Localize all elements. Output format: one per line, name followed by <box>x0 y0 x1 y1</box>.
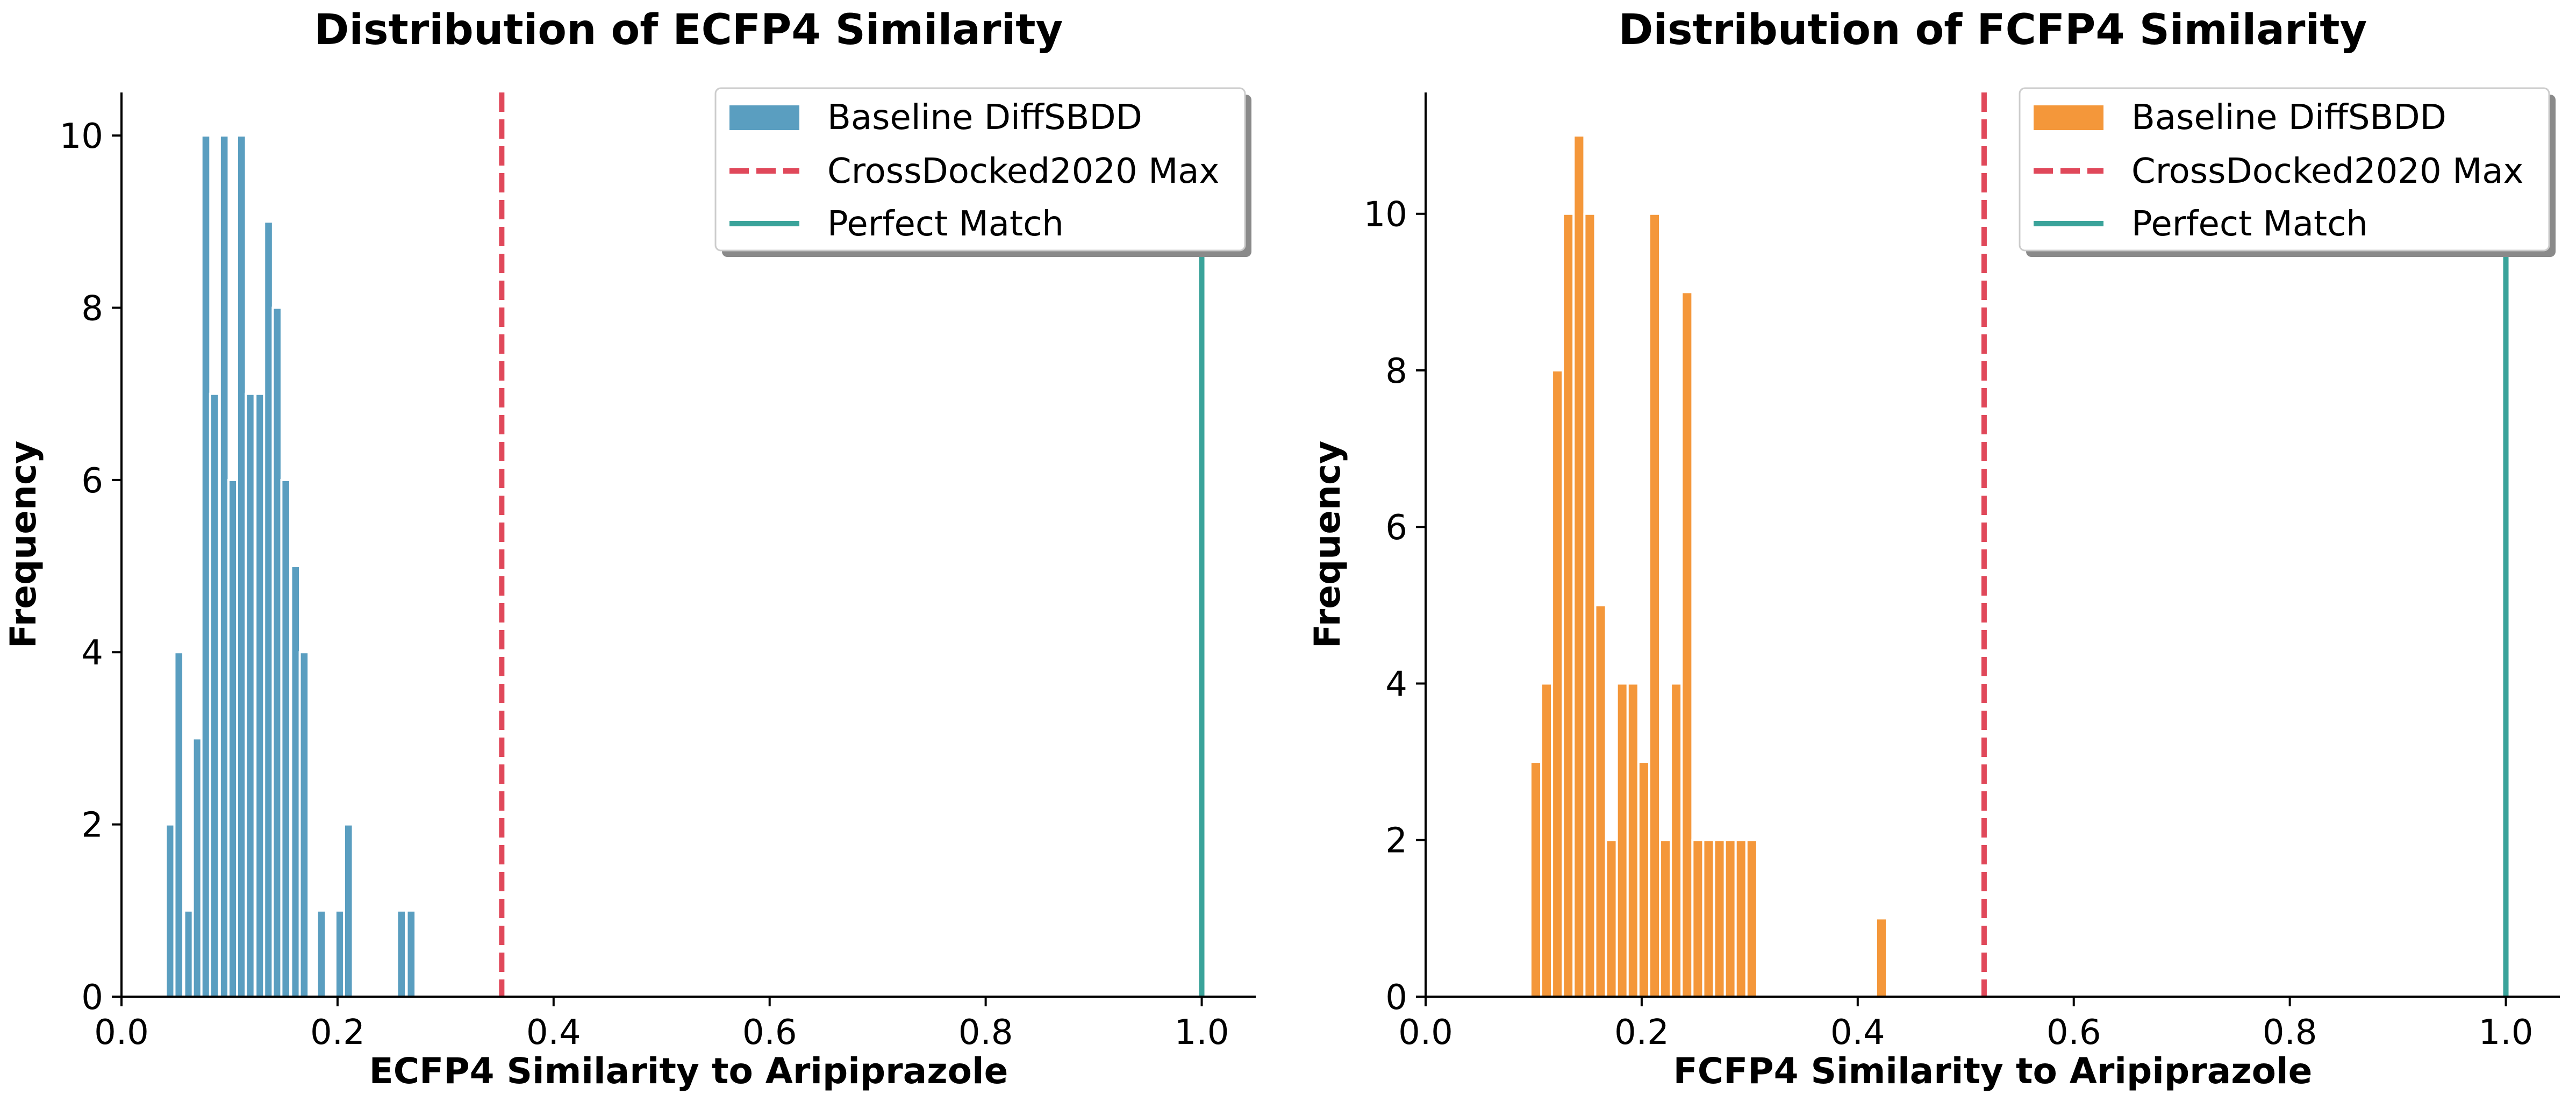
x-tick-label: 0.2 <box>1614 1013 1669 1053</box>
x-axis-label: ECFP4 Similarity to Aripiprazole <box>369 1050 1008 1092</box>
y-tick-label: 10 <box>1364 195 1407 235</box>
legend-label: Perfect Match <box>2131 204 2368 244</box>
histogram-bar <box>1615 682 1629 998</box>
chart-panel-2: Distribution of FCFP4 Similarity 0.0 0.2 0.… <box>1307 6 2560 1092</box>
histogram-bar <box>1680 291 1694 998</box>
chart-title: Distribution of FCFP4 Similarity <box>1619 6 2367 54</box>
x-tick-label: 0.0 <box>1398 1013 1453 1053</box>
y-tick-label: 6 <box>81 461 103 501</box>
histogram-bar <box>1540 682 1554 998</box>
x-tick-label: 1.0 <box>1175 1013 1229 1053</box>
histogram-bar <box>1583 212 1597 998</box>
histogram-bar <box>1637 761 1650 998</box>
legend-label: Baseline DiffSBDD <box>827 98 1142 138</box>
histogram-bar <box>342 823 354 998</box>
histogram-bar <box>1702 839 1715 998</box>
legend-swatch-bars <box>729 105 799 130</box>
legend-box <box>714 87 1246 252</box>
legend-box <box>2019 87 2550 252</box>
histogram-bar <box>1874 917 1888 998</box>
legend: Baseline DiffSBDD CrossDocked2020 Max Perf… <box>2019 87 2556 257</box>
histogram-bar <box>1723 839 1737 998</box>
histogram-bar <box>1605 839 1618 998</box>
legend-label: CrossDocked2020 Max <box>2131 152 2523 191</box>
histogram-bar <box>173 651 185 998</box>
y-tick-label: 0 <box>1385 978 1407 1018</box>
x-tick-label: 0.6 <box>2047 1013 2101 1053</box>
y-tick-label: 8 <box>1385 352 1407 391</box>
x-axis-label: FCFP4 Similarity to Aripiprazole <box>1673 1050 2313 1092</box>
legend: Baseline DiffSBDD CrossDocked2020 Max Perf… <box>714 87 1251 257</box>
chart-panel-1: Distribution of ECFP4 Similarity 0.0 0.2 0.… <box>3 6 1256 1092</box>
x-tick-label: 0.8 <box>958 1013 1013 1053</box>
y-tick-label: 6 <box>1385 508 1407 548</box>
histogram-bar <box>1594 604 1607 998</box>
histogram-bar <box>1626 682 1640 998</box>
y-tick-label: 4 <box>81 633 103 673</box>
histogram-bar <box>1529 761 1543 998</box>
histogram-bar <box>1562 212 1575 998</box>
y-tick-label: 2 <box>1385 821 1407 861</box>
histogram-bar <box>1734 839 1748 998</box>
histogram-bar <box>209 392 220 998</box>
histogram-bar <box>396 909 407 998</box>
y-tick-label: 0 <box>81 978 103 1018</box>
y-tick-label: 8 <box>81 289 103 328</box>
histogram-bar <box>1691 839 1705 998</box>
histogram-bar <box>1745 839 1758 998</box>
histogram-bar <box>298 651 310 998</box>
histogram-bar <box>1670 682 1683 998</box>
y-axis-label: Frequency <box>1307 441 1348 648</box>
histogram-bar <box>405 909 417 998</box>
histogram-bar <box>1659 839 1672 998</box>
x-tick-label: 0.4 <box>1830 1013 1885 1053</box>
legend-swatch-bars <box>2034 105 2103 130</box>
x-tick-label: 1.0 <box>2479 1013 2534 1053</box>
histogram-bar <box>1572 134 1586 998</box>
histogram-bar <box>245 392 256 998</box>
x-tick-label: 0.0 <box>94 1013 149 1053</box>
histogram-bar <box>280 478 291 998</box>
y-tick-label: 10 <box>60 117 103 156</box>
histogram-bar <box>1551 369 1564 998</box>
legend-label: Perfect Match <box>827 204 1064 244</box>
y-tick-label: 4 <box>1385 664 1407 704</box>
x-tick-label: 0.4 <box>526 1013 581 1053</box>
histogram-bar <box>1713 839 1726 998</box>
legend-label: Baseline DiffSBDD <box>2131 98 2446 138</box>
chart-title: Distribution of ECFP4 Similarity <box>314 6 1063 54</box>
x-tick-label: 0.8 <box>2263 1013 2317 1053</box>
x-tick-label: 0.2 <box>310 1013 365 1053</box>
y-axis-label: Frequency <box>3 441 44 648</box>
histogram-bar <box>1648 212 1662 998</box>
x-tick-label: 0.6 <box>742 1013 797 1053</box>
legend-label: CrossDocked2020 Max <box>827 152 1219 191</box>
histogram-bar <box>316 909 327 998</box>
y-tick-label: 2 <box>81 806 103 846</box>
